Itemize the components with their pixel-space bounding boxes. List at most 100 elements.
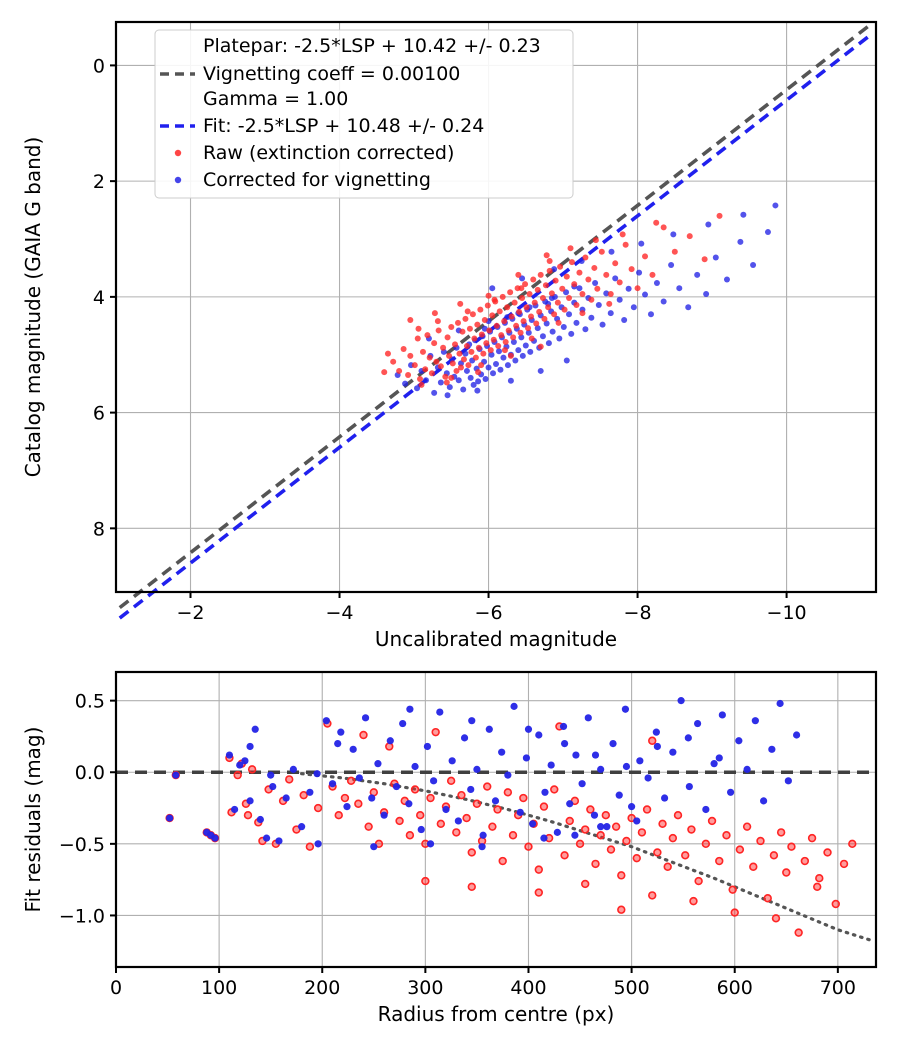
x-tick-label: 400 [510,977,546,999]
data-point-raw [598,248,605,255]
data-point-raw [628,266,635,273]
residual-point-raw [534,865,543,874]
residual-point-corrected [298,823,306,831]
data-point-corrected [474,387,481,394]
x-tick-label: −4 [326,602,354,624]
residual-point-corrected [230,805,239,814]
data-point-corrected [556,335,563,342]
data-point-raw [465,362,472,369]
residual-point-raw [823,848,832,857]
data-point-raw [457,364,464,371]
data-point-corrected [515,347,522,354]
residual-point-raw [503,788,513,797]
residual-point-corrected [768,745,776,753]
residual-point-corrected [760,797,768,805]
data-point-raw [573,301,580,308]
residual-point-raw [715,856,724,866]
residual-point-raw [334,810,343,820]
residual-point-corrected [386,737,394,745]
residual-point-corrected [524,725,533,733]
residual-point-corrected [374,760,382,768]
data-point-raw [507,289,514,296]
data-point-raw [516,308,523,315]
lower-x-axis-label: Radius from centre (px) [378,1002,615,1026]
data-point-corrected [522,342,529,349]
residual-point-corrected [334,740,342,748]
x-tick-label: 300 [407,977,443,999]
residual-point-corrected [510,702,518,710]
data-point-raw [571,281,578,288]
residual-point-corrected [491,797,500,805]
residual-point-raw [498,856,507,866]
residual-point-corrected [314,840,322,848]
residual-point-corrected [710,760,718,768]
data-point-raw [554,299,561,306]
residual-point-corrected [211,834,219,842]
data-point-raw [537,271,544,278]
residual-point-raw [586,805,595,814]
residual-point-raw [769,851,779,860]
y-tick-label: 0 [93,55,105,77]
data-point-raw [495,343,502,350]
data-point-corrected [621,317,628,324]
residual-point-corrected [405,800,413,808]
data-point-raw [434,318,441,325]
residual-point-corrected [479,831,487,839]
data-point-raw [442,373,449,380]
data-point-raw [475,344,482,351]
data-point-corrected [592,279,599,286]
residual-point-raw [346,776,356,786]
residual-point-corrected [615,791,623,799]
lower-plot-background [116,672,876,967]
x-tick-label: 500 [613,977,649,999]
data-point-raw [462,315,469,322]
residual-point-raw [730,908,739,917]
residual-point-raw [794,928,803,937]
residual-point-corrected [442,805,450,814]
residual-point-corrected [609,740,617,748]
residual-point-raw [483,782,492,791]
legend-box [154,29,574,199]
x-tick-label: −8 [624,602,652,624]
data-point-raw [501,318,508,325]
residual-point-corrected [166,814,174,822]
residual-point-corrected [560,740,569,748]
residual-point-corrected [751,717,759,725]
residual-point-corrected [566,800,574,808]
residual-point-raw [687,825,696,834]
data-point-corrected [638,240,645,247]
residual-point-corrected [361,714,370,722]
upper-panel: −2 −4 −6 −8 −10 Uncalibrated magnitude 0 2 4 6 8 Ca… [21,20,878,651]
data-point-raw [545,304,552,311]
data-point-raw [496,308,503,315]
data-point-raw [548,290,555,297]
data-point-corrected [460,386,467,393]
residual-point-corrected [541,788,549,796]
residual-point-corrected [251,725,259,733]
data-point-raw [457,300,464,307]
residual-point-corrected [467,785,475,794]
residual-point-corrected [368,794,376,802]
data-point-raw [405,371,412,378]
data-point-raw [499,293,506,300]
legend-label: Fit: -2.5*LSP + 10.48 +/- 0.24 [203,115,484,137]
data-point-corrected [685,304,692,311]
data-point-raw [448,323,455,330]
residual-point-corrected [677,697,685,705]
residual-point-corrected [172,771,180,779]
data-point-raw [561,306,568,313]
data-point-raw [474,321,481,328]
residual-point-corrected [349,745,357,753]
residual-point-raw [807,833,817,843]
legend-swatch-raw [174,149,182,157]
residual-point-raw [735,845,745,854]
data-point-raw [591,264,598,271]
data-point-raw [472,354,479,361]
data-point-corrected [414,385,421,392]
residual-point-raw [763,894,772,903]
residual-point-corrected [571,831,579,839]
data-point-corrected [737,238,744,245]
x-tick-label: −2 [177,602,205,624]
x-tick-label: −6 [475,602,503,624]
x-tick-label: 0 [110,977,122,999]
